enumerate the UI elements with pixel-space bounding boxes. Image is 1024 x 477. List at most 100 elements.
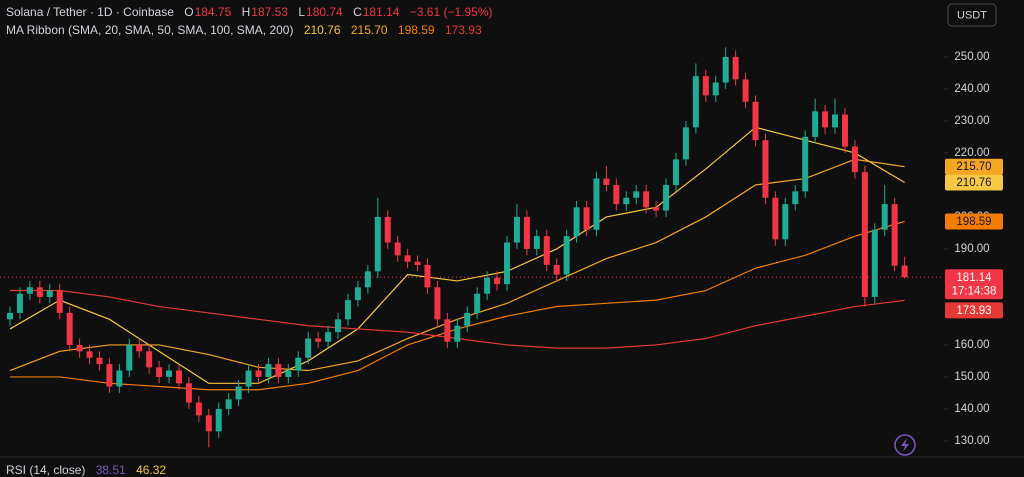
current-price-tag <box>945 269 1003 300</box>
y-tick-label: 190.00 <box>954 243 989 255</box>
candle-body <box>146 351 153 368</box>
indicator-header: MA Ribbon (SMA, 20, SMA, 50, SMA, 100, S… <box>6 23 483 37</box>
candle-body <box>175 370 182 384</box>
price-tag <box>945 174 1003 191</box>
candle-body <box>56 290 63 313</box>
price-tag <box>945 213 1003 230</box>
ohlc-value: 184.75 <box>194 5 232 19</box>
candle-body <box>812 111 819 137</box>
candle-body <box>613 184 620 205</box>
candle-body <box>623 197 630 205</box>
candle-body <box>712 82 719 96</box>
ma-line <box>10 220 905 391</box>
rsi-value: 38.51 <box>95 463 126 477</box>
candle-body <box>354 287 361 301</box>
candle-body <box>325 332 332 342</box>
candle-body <box>672 159 679 185</box>
candle-body <box>265 364 272 377</box>
currency-button[interactable] <box>947 3 997 27</box>
candle-body <box>335 319 342 333</box>
ohlc-label: L <box>298 5 306 19</box>
candle-body <box>633 191 640 198</box>
candle-body <box>653 207 660 211</box>
candle-body <box>235 386 242 400</box>
ma-value: 215.70 <box>350 23 388 37</box>
candle-body <box>136 344 143 352</box>
candle-body <box>603 178 610 185</box>
candle-body <box>116 370 123 387</box>
candle-body <box>106 364 113 387</box>
price-tag-label: 210.76 <box>956 177 991 189</box>
candle-body <box>861 172 868 297</box>
ma-value: 173.93 <box>444 23 482 37</box>
candle-body <box>513 216 520 243</box>
candle-body <box>682 127 689 160</box>
lightning-icon[interactable] <box>894 434 916 456</box>
candle-body <box>66 312 73 345</box>
candle-body <box>841 114 848 147</box>
candle-body <box>205 415 212 432</box>
candle-body <box>891 204 898 266</box>
ohlc-label: H <box>241 5 251 19</box>
candle-body <box>275 364 282 377</box>
candle-body <box>434 287 441 320</box>
candle-body <box>76 344 83 352</box>
candle-body <box>36 287 43 297</box>
lightning-glyph <box>901 438 909 452</box>
price-tag-label: 215.70 <box>956 161 991 173</box>
price-tag-label: 198.59 <box>956 216 991 228</box>
y-tick-label: 150.00 <box>954 371 989 383</box>
y-tick-label: 160.00 <box>954 339 989 351</box>
candle-body <box>871 229 878 297</box>
rsi-header: RSI (14, close) 38.51 46.32 <box>6 463 167 477</box>
candle-body <box>404 255 411 262</box>
candle-body <box>126 344 133 371</box>
candle-body <box>583 207 590 230</box>
candle-body <box>822 111 829 128</box>
ohlc-label: O <box>184 5 194 19</box>
candle-body <box>732 56 739 80</box>
candle-body <box>663 184 670 211</box>
candle-body <box>195 402 202 416</box>
candle-body <box>364 271 371 288</box>
candle-body <box>86 351 93 358</box>
candle-body <box>394 242 401 256</box>
price-tag <box>945 302 1003 319</box>
candle-body <box>295 357 302 371</box>
ohlc-value: 181.14 <box>362 5 400 19</box>
candle-body <box>762 140 769 198</box>
candle-body <box>742 79 749 102</box>
change-label: −3.61 (−1.95%) <box>409 5 493 19</box>
candle-body <box>752 101 759 141</box>
candle-body <box>315 338 322 342</box>
candle-body <box>802 136 809 192</box>
candle-body <box>7 312 13 320</box>
ma-value: 210.76 <box>303 23 341 37</box>
y-tick-label: 140.00 <box>954 403 989 415</box>
candle-body <box>474 293 481 313</box>
candle-body <box>484 277 491 294</box>
candle-body <box>494 277 501 285</box>
y-tick-label: 230.00 <box>954 115 989 127</box>
candle-body <box>26 287 33 294</box>
candle-body <box>722 56 729 83</box>
candle-body <box>563 236 570 275</box>
ma-value: 198.59 <box>397 23 435 37</box>
candle-body <box>185 383 192 403</box>
candle-body <box>424 264 431 288</box>
candle-body <box>901 265 908 278</box>
candle-body <box>374 216 381 272</box>
symbol-title: Solana / Tether · 1D · Coinbase <box>6 5 174 19</box>
candle-body <box>225 399 232 409</box>
candle-body <box>454 325 461 342</box>
currency-label[interactable]: USDT <box>957 9 987 21</box>
countdown-label: 17:14:38 <box>952 285 997 297</box>
candle-body <box>166 370 173 377</box>
candle-body <box>245 370 252 387</box>
candle-body <box>593 178 600 230</box>
candle-body <box>553 264 560 275</box>
candle-body <box>156 367 163 377</box>
candle-body <box>285 370 292 377</box>
